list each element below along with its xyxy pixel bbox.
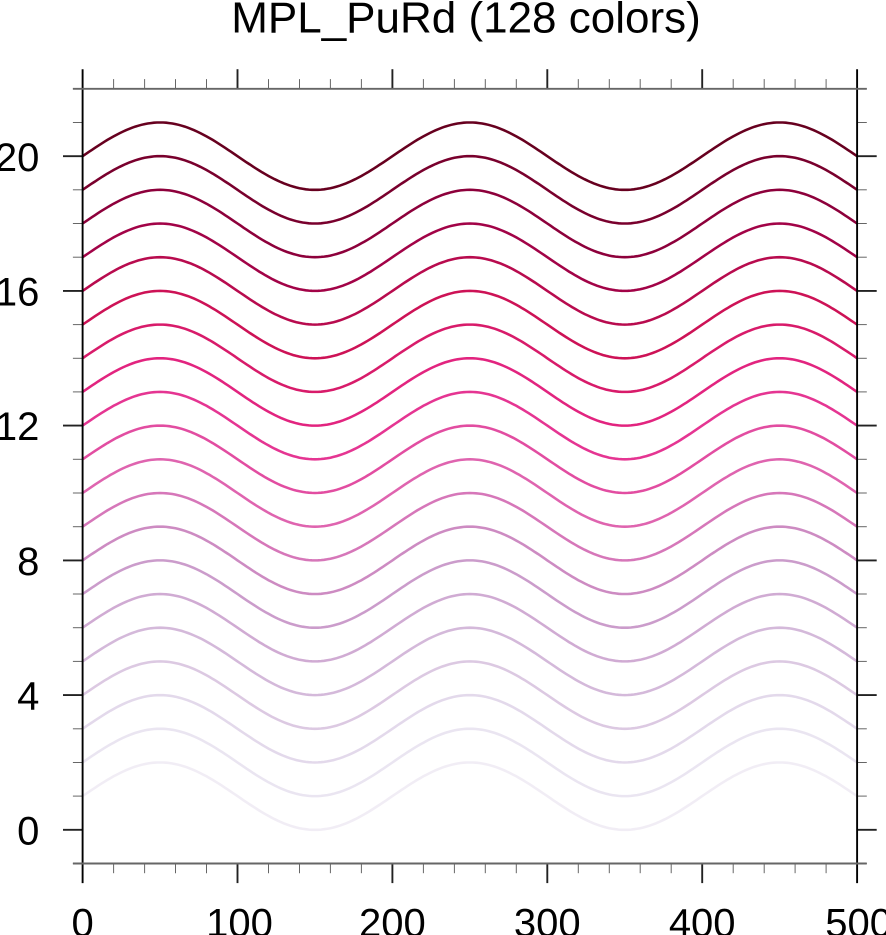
svg-text:500: 500 [825, 902, 886, 935]
svg-text:12: 12 [0, 405, 39, 449]
svg-text:4: 4 [17, 675, 39, 719]
svg-text:16: 16 [0, 271, 39, 315]
svg-text:300: 300 [514, 902, 581, 935]
svg-text:400: 400 [669, 902, 736, 935]
svg-text:MPL_PuRd (128 colors): MPL_PuRd (128 colors) [231, 0, 701, 43]
svg-text:0: 0 [71, 902, 93, 935]
svg-text:200: 200 [359, 902, 426, 935]
svg-text:0: 0 [17, 809, 39, 853]
svg-text:100: 100 [206, 902, 273, 935]
svg-text:8: 8 [17, 540, 39, 584]
svg-text:20: 20 [0, 136, 39, 180]
